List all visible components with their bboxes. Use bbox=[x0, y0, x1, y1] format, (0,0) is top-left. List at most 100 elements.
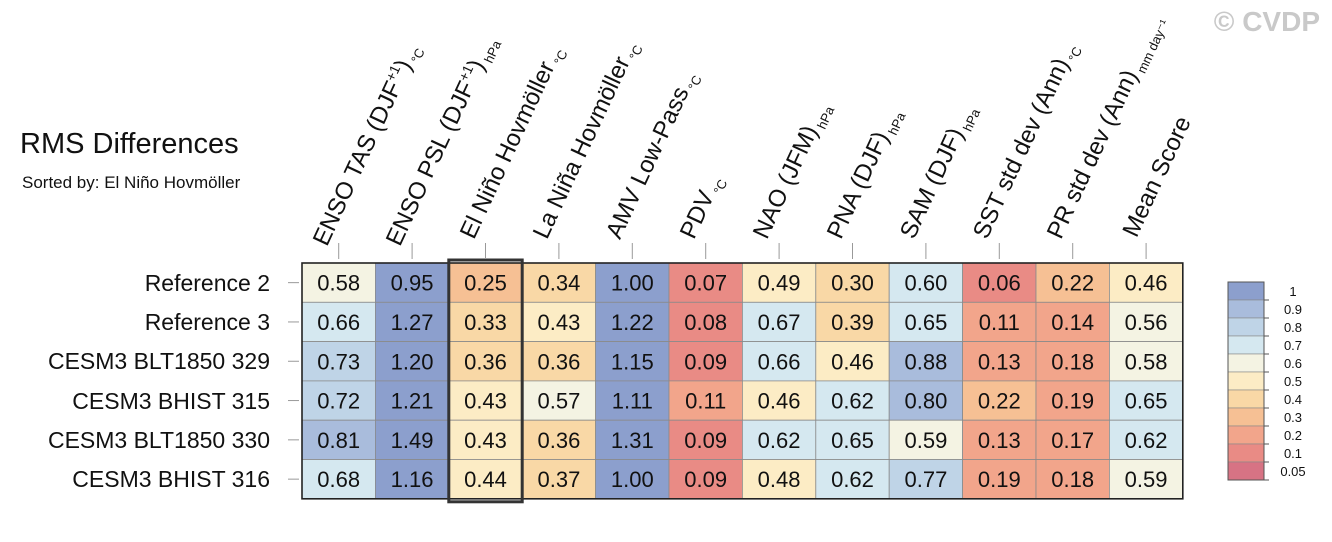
sort-column-highlight bbox=[447, 258, 524, 504]
cell-value: 0.13 bbox=[978, 349, 1021, 374]
cell-value: 0.65 bbox=[831, 428, 874, 453]
heatmap-cell bbox=[815, 459, 890, 500]
row-label: CESM3 BHIST 316 bbox=[72, 466, 270, 493]
cell-value: 0.11 bbox=[979, 310, 1020, 335]
cell-value: 0.88 bbox=[904, 349, 947, 374]
colorbar-label: 0.05 bbox=[1280, 464, 1305, 479]
cell-value: 0.34 bbox=[537, 271, 580, 296]
heatmap-cell bbox=[1035, 301, 1110, 342]
heatmap-cell bbox=[448, 301, 523, 342]
colorbar-swatch bbox=[1227, 335, 1265, 355]
cell-value: 1.00 bbox=[611, 467, 654, 492]
colorbar-swatch bbox=[1227, 407, 1265, 427]
colorbar-label: 0.4 bbox=[1284, 392, 1302, 407]
colorbar-label: 0.9 bbox=[1284, 302, 1302, 317]
cell-value: 1.22 bbox=[611, 310, 654, 335]
cell-value: 1.21 bbox=[391, 389, 434, 414]
row-label: CESM3 BLT1850 329 bbox=[47, 348, 270, 375]
heatmap-cell bbox=[815, 301, 890, 342]
cell-value: 0.22 bbox=[1051, 271, 1094, 296]
cvdp-watermark: © CVDP bbox=[1213, 6, 1320, 37]
heatmap-cell bbox=[888, 419, 964, 460]
colorbar-label: 0.3 bbox=[1284, 410, 1302, 425]
heatmap-cell bbox=[595, 459, 670, 500]
cell-value: 0.80 bbox=[904, 389, 947, 414]
cell-value: 0.19 bbox=[1051, 389, 1094, 414]
cell-value: 0.13 bbox=[978, 428, 1021, 453]
heatmap-cell bbox=[668, 380, 743, 421]
cell-value: 0.49 bbox=[758, 271, 801, 296]
cell-value: 1.20 bbox=[391, 349, 434, 374]
row-label: Reference 3 bbox=[144, 308, 270, 335]
colorbar-swatch bbox=[1227, 461, 1265, 481]
cell-value: 0.65 bbox=[904, 310, 947, 335]
row-label: CESM3 BHIST 315 bbox=[72, 387, 270, 414]
cell-value: 0.07 bbox=[684, 271, 727, 296]
cell-value: 0.60 bbox=[904, 271, 947, 296]
cell-value: 0.43 bbox=[464, 428, 507, 453]
heatmap-cell bbox=[374, 341, 450, 382]
cell-value: 0.25 bbox=[464, 271, 507, 296]
cell-value: 0.30 bbox=[831, 271, 874, 296]
cell-value: 1.49 bbox=[391, 428, 434, 453]
heatmap-cell bbox=[815, 419, 890, 460]
heatmap-cell bbox=[374, 459, 450, 500]
heatmap-cell bbox=[815, 341, 890, 382]
colorbar-swatch bbox=[1227, 299, 1265, 319]
colorbar-swatch bbox=[1227, 317, 1265, 337]
heatmap-cell bbox=[962, 459, 1037, 500]
colorbar-label: 0.1 bbox=[1284, 446, 1302, 461]
cell-value: 0.81 bbox=[317, 428, 360, 453]
heatmap-cell bbox=[742, 341, 817, 382]
heatmap-cell bbox=[448, 459, 523, 500]
cell-value: 0.36 bbox=[537, 349, 580, 374]
heatmap-cell bbox=[1035, 459, 1110, 500]
cell-value: 0.43 bbox=[537, 310, 580, 335]
heatmap-cell bbox=[668, 341, 743, 382]
cell-value: 0.72 bbox=[317, 389, 360, 414]
row-label: Reference 2 bbox=[144, 269, 270, 296]
heatmap-cell bbox=[742, 262, 817, 303]
cell-value: 0.77 bbox=[904, 467, 947, 492]
heatmap-cell bbox=[521, 262, 597, 303]
cell-value: 1.11 bbox=[612, 389, 653, 414]
cell-value: 0.46 bbox=[1125, 271, 1168, 296]
heatmap-cell bbox=[742, 380, 817, 421]
heatmap-cell bbox=[742, 301, 817, 342]
cell-value: 0.09 bbox=[684, 467, 727, 492]
cell-value: 0.06 bbox=[978, 271, 1021, 296]
heatmap-cell bbox=[595, 341, 670, 382]
colorbar-swatch bbox=[1227, 353, 1265, 373]
cell-value: 0.17 bbox=[1051, 428, 1094, 453]
cell-value: 0.09 bbox=[684, 349, 727, 374]
heatmap-cell bbox=[1035, 419, 1110, 460]
heatmap-cell bbox=[301, 301, 376, 342]
cell-value: 0.66 bbox=[758, 349, 801, 374]
cell-value: 0.46 bbox=[831, 349, 874, 374]
cell-value: 0.43 bbox=[464, 389, 507, 414]
cell-value: 0.18 bbox=[1051, 467, 1094, 492]
heatmap-cell bbox=[962, 341, 1037, 382]
colorbar-label: 0.8 bbox=[1284, 320, 1302, 335]
cell-value: 1.16 bbox=[391, 467, 434, 492]
cell-value: 0.58 bbox=[1125, 349, 1168, 374]
colorbar-border bbox=[1227, 281, 1265, 481]
cell-value: 0.39 bbox=[831, 310, 874, 335]
heatmap-cell bbox=[962, 419, 1037, 460]
cell-value: 1.31 bbox=[611, 428, 654, 453]
heatmap-cell bbox=[521, 380, 597, 421]
heatmap-cell bbox=[374, 380, 450, 421]
heatmap-cell bbox=[888, 459, 964, 500]
cell-value: 0.19 bbox=[978, 467, 1021, 492]
heatmap-cell bbox=[1109, 341, 1184, 382]
cell-value: 0.48 bbox=[758, 467, 801, 492]
cell-value: 1.27 bbox=[391, 310, 434, 335]
colorbar-label: 1 bbox=[1289, 284, 1296, 299]
colorbar-swatch bbox=[1227, 443, 1265, 463]
heatmap-cell bbox=[595, 301, 670, 342]
colorbar-label: 0.5 bbox=[1284, 374, 1302, 389]
colorbar-label: 0.6 bbox=[1284, 356, 1302, 371]
cell-value: 0.09 bbox=[684, 428, 727, 453]
heatmap-cell bbox=[1035, 341, 1110, 382]
cell-value: 0.95 bbox=[391, 271, 434, 296]
